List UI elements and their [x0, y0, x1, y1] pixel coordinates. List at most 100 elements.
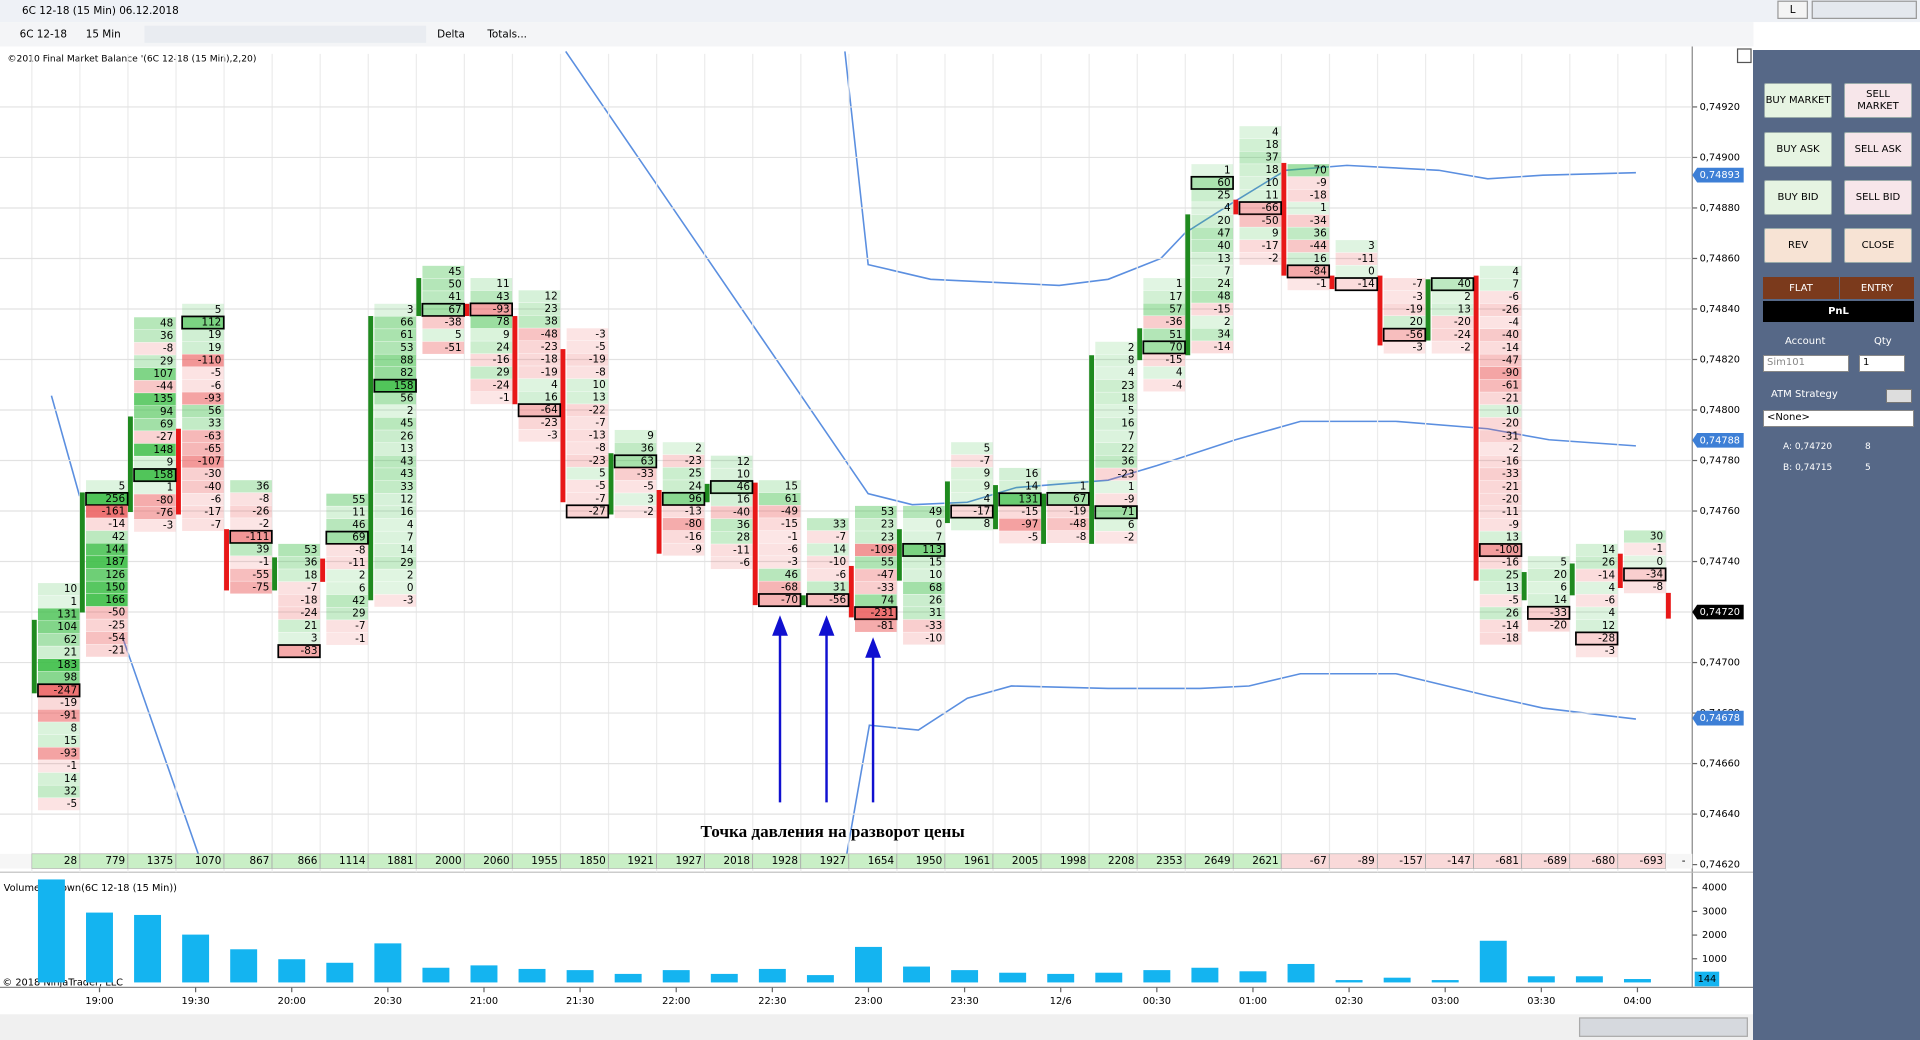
footprint-value: -44 — [1310, 240, 1327, 252]
account-dropdown[interactable]: Sim101 — [1763, 355, 1849, 372]
footprint-cell — [855, 518, 897, 531]
window-button-label[interactable]: L — [1790, 4, 1796, 16]
footprint-cell — [855, 543, 897, 557]
sell-bid-button[interactable]: SELL BID — [1844, 180, 1912, 215]
volume-bar — [951, 970, 979, 983]
footprint-value: 13 — [1217, 253, 1230, 265]
footprint-cell — [37, 734, 80, 748]
footprint-cell — [710, 544, 753, 557]
footprint-cell — [662, 505, 705, 518]
footprint-value: 62 — [64, 634, 77, 646]
footprint-value: -20 — [1550, 619, 1567, 631]
footprint-value: 9 — [1272, 227, 1279, 239]
delta-value: 1654 — [868, 855, 895, 867]
footprint-value: 68 — [929, 582, 942, 594]
volume-bar — [806, 975, 834, 983]
footprint-cell — [903, 505, 945, 519]
rev-button[interactable]: REV — [1764, 228, 1832, 263]
footprint-cell — [422, 278, 465, 291]
style-selector[interactable]: Delta — [437, 28, 465, 40]
instrument-selector[interactable]: 6C 12-18 — [20, 28, 67, 40]
footprint-value: 8 — [1128, 355, 1135, 367]
scrollbar-thumb[interactable] — [1578, 1017, 1748, 1037]
flat-status[interactable]: FLAT — [1763, 277, 1839, 299]
volume-bar — [903, 966, 930, 983]
volume-bar — [1047, 973, 1075, 983]
footprint-cell — [1527, 581, 1570, 594]
footprint-cell — [566, 467, 609, 480]
footprint-value: 28 — [737, 532, 750, 544]
footprint-value: 13 — [400, 443, 413, 455]
footprint-value: 13 — [593, 392, 606, 404]
candle-body — [416, 278, 422, 317]
footprint-value: 25 — [689, 468, 702, 480]
footprint-value: 46 — [737, 481, 750, 493]
footprint-value: 1 — [1224, 164, 1231, 176]
footprint-value: -14 — [1598, 569, 1615, 581]
totals-selector[interactable]: Totals... — [486, 28, 527, 40]
y-tick-label: 0,74620 — [1700, 860, 1740, 871]
entry-status[interactable]: ENTRY — [1840, 277, 1914, 299]
window-button[interactable] — [1777, 0, 1808, 19]
footprint-cell — [806, 518, 849, 531]
qty-input[interactable]: 1 — [1859, 355, 1905, 372]
footprint-cell — [1191, 214, 1234, 227]
footprint-value: -63 — [204, 430, 221, 442]
footprint-cell — [134, 443, 176, 456]
footprint-cell — [1095, 392, 1137, 405]
annotation: Точка давления на разворот цены — [701, 822, 965, 841]
footprint-cell — [86, 644, 128, 657]
footprint-cell — [374, 404, 417, 418]
candle-body — [560, 349, 566, 503]
buy-bid-button[interactable]: BUY BID — [1764, 180, 1832, 215]
footprint-cell — [470, 315, 513, 329]
interval-selector[interactable]: 15 Min — [86, 28, 121, 40]
footprint-cell — [422, 341, 465, 354]
footprint-value: -6 — [211, 380, 221, 392]
footprint-cell — [1047, 480, 1089, 493]
pane-button[interactable] — [1736, 48, 1752, 64]
footprint-cell — [566, 404, 609, 417]
footprint-cell — [1527, 568, 1570, 582]
footprint-value: -2 — [1124, 532, 1134, 544]
footprint-cell — [374, 430, 417, 443]
toolbar-icons[interactable] — [144, 25, 427, 43]
footprint-cell — [1479, 417, 1522, 430]
sell-ask-button[interactable]: SELL ASK — [1844, 132, 1912, 167]
footprint-value: 50 — [448, 279, 461, 291]
footprint-value: 51 — [1169, 329, 1182, 341]
footprint-value: 67 — [1073, 493, 1086, 505]
footprint-value: -61 — [1502, 380, 1519, 392]
footprint-cell — [277, 644, 321, 659]
sell-market-button[interactable]: SELL MARKET — [1844, 83, 1912, 118]
footprint-cell — [855, 619, 897, 632]
volume-bar — [1287, 963, 1315, 983]
close-button[interactable]: CLOSE — [1844, 228, 1912, 263]
footprint-cell — [422, 316, 465, 329]
footprint-value: 78 — [496, 316, 509, 328]
footprint-cell — [86, 505, 128, 518]
footprint-value: 33 — [400, 481, 413, 493]
footprint-cell — [182, 367, 224, 380]
footprint-value: -107 — [198, 456, 222, 468]
footprint-value: -19 — [589, 354, 606, 366]
footprint-cell — [1191, 265, 1234, 278]
footprint-cell — [951, 454, 993, 468]
atm-button[interactable] — [1886, 389, 1912, 403]
footprint-value: 187 — [105, 556, 125, 568]
buy-ask-button[interactable]: BUY ASK — [1764, 132, 1832, 167]
footprint-value: -11 — [1502, 506, 1519, 518]
candle-body — [1233, 199, 1239, 215]
window-controls[interactable] — [1811, 0, 1917, 19]
candle-body — [1473, 275, 1479, 581]
volume-bar — [999, 972, 1027, 983]
footprint-value: 10 — [737, 468, 750, 480]
buy-market-button[interactable]: BUY MARKET — [1764, 83, 1832, 118]
footprint-cell — [469, 302, 513, 317]
footprint-cell — [133, 468, 177, 483]
footprint-value: -54 — [108, 632, 125, 644]
footprint-value: 12 — [400, 494, 413, 506]
atm-dropdown[interactable]: <None> — [1763, 410, 1914, 427]
footprint-cell — [182, 480, 224, 494]
footprint-cell — [1431, 341, 1474, 354]
